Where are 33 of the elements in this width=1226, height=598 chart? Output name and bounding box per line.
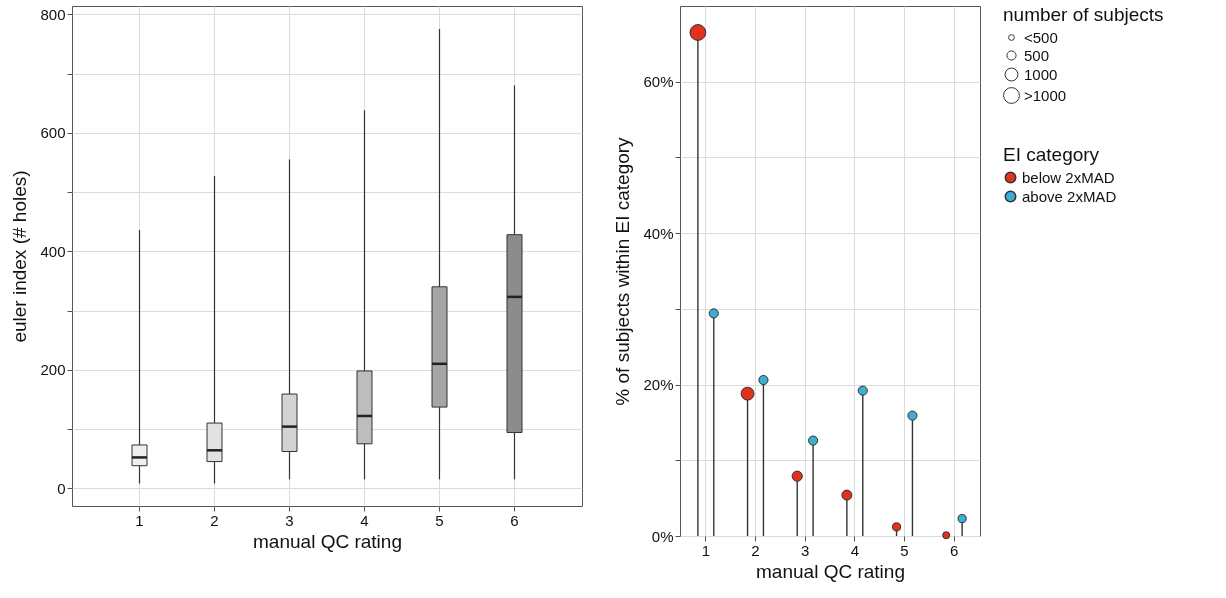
y-tick-label: 600 <box>40 124 66 142</box>
legend-label: 1000 <box>1024 65 1058 83</box>
x-tick-label: 3 <box>285 511 294 529</box>
legend-label: above 2xMAD <box>1022 187 1117 205</box>
x-tick-label: 4 <box>850 541 860 559</box>
y-tick-label: 20% <box>643 376 674 394</box>
x-tick-label: 6 <box>510 511 519 529</box>
y-tick-label: 800 <box>40 5 66 23</box>
y-tick-label: 0 <box>57 479 66 497</box>
legend-label: 500 <box>1024 46 1050 64</box>
x-tick-label: 5 <box>900 541 909 559</box>
y-tick-label: 200 <box>40 361 66 379</box>
y-tick-label: 0% <box>651 527 674 545</box>
x-tick-label: 6 <box>950 541 959 559</box>
x-tick-label: 2 <box>210 511 219 529</box>
x-tick-label: 4 <box>360 511 369 529</box>
text: number of subjects <box>1003 4 1164 25</box>
y-axis-title: % of subjects within EI category <box>612 136 634 406</box>
x-tick-label: 5 <box>435 511 444 529</box>
legend-title: EI category <box>1003 144 1100 165</box>
x-tick-label: 2 <box>751 541 760 559</box>
y-axis-title: euler index (# holes) <box>9 170 31 343</box>
y-tick-label: 400 <box>40 242 66 260</box>
x-axis-title: manual QC rating <box>253 530 402 552</box>
y-tick-label: 40% <box>643 224 674 242</box>
legend-label: below 2xMAD <box>1022 168 1115 186</box>
y-tick-label: 60% <box>643 73 674 91</box>
legend-label: >1000 <box>1024 86 1067 104</box>
x-tick-label: 1 <box>701 541 710 559</box>
x-tick-label: 3 <box>800 541 810 559</box>
x-tick-label: 1 <box>135 511 144 529</box>
legend-label: <500 <box>1024 28 1058 46</box>
x-axis-title: manual QC rating <box>756 560 905 582</box>
